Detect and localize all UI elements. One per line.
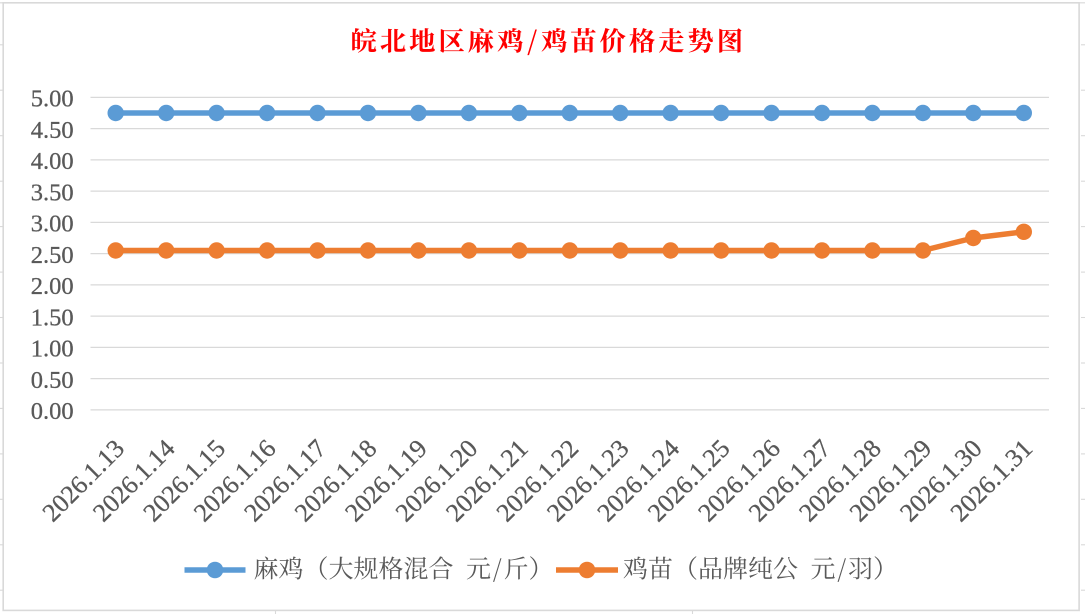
svg-text:5.00: 5.00	[31, 86, 74, 113]
svg-text:3.00: 3.00	[31, 211, 74, 238]
svg-text:1.00: 1.00	[31, 336, 74, 363]
svg-text:1.50: 1.50	[31, 304, 74, 331]
svg-text:0.50: 0.50	[31, 367, 74, 394]
svg-text:4.00: 4.00	[31, 148, 74, 175]
svg-text:4.50: 4.50	[31, 117, 74, 144]
svg-text:2.00: 2.00	[31, 273, 74, 300]
svg-text:3.50: 3.50	[31, 179, 74, 206]
svg-text:0.00: 0.00	[31, 398, 74, 425]
svg-text:2.50: 2.50	[31, 242, 74, 269]
